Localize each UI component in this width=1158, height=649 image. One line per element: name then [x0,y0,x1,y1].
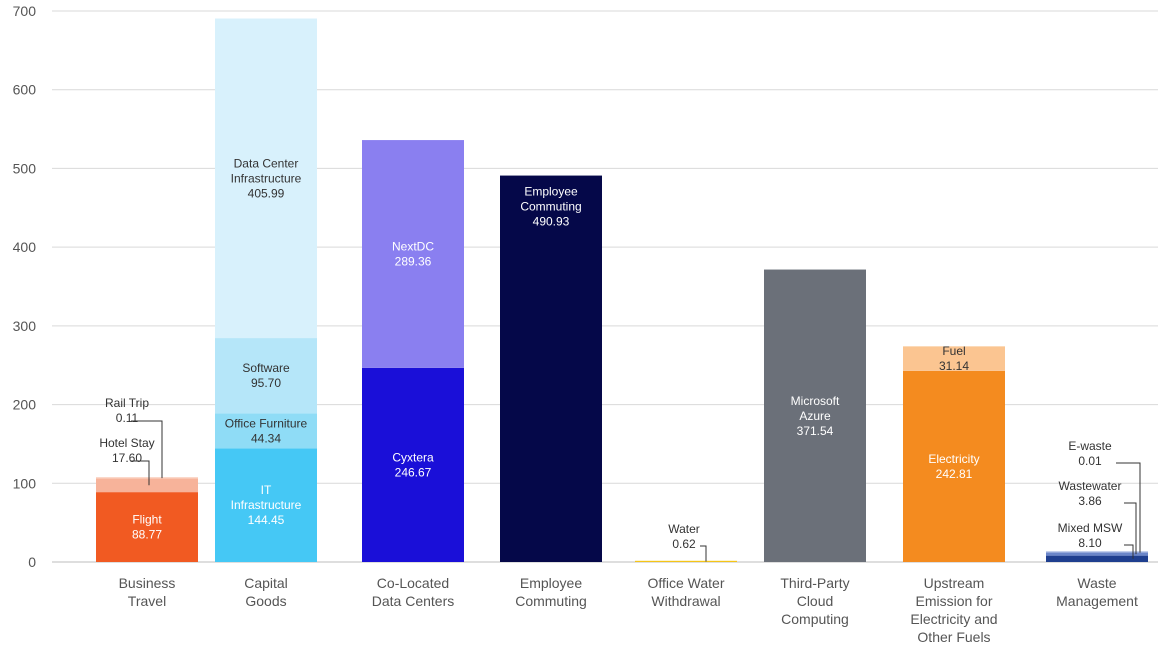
y-tick-label-0: 0 [28,554,36,570]
x-tick-label-employee-commuting: Employee Commuting [515,575,587,609]
callout-line-waste-management-mixed-msw [1124,544,1134,559]
data-label-waste-management-mixed-msw: Mixed MSW 8.10 [1058,521,1123,550]
data-label-waste-management-e-waste: E-waste 0.01 [1068,439,1112,468]
data-label-capital-goods-data-center-infrastructure: Data Center Infrastructure 405.99 [231,156,302,200]
bar-segment-waste-management-wastewater [1046,552,1148,556]
bar-segment-upstream-emission-for-electricity-and-other-fuels-electricity [903,370,1005,562]
bar-segment-upstream-emission-for-electricity-and-other-fuels-fuel [903,346,1005,371]
y-tick-label-300: 300 [13,318,37,334]
bar-segment-office-water-withdrawal-water [635,560,737,562]
callout-line-waste-management-wastewater [1124,502,1137,555]
bar-segment-waste-management-e-waste [1046,551,1148,553]
callout-line-office-water-withdrawal-water [700,545,707,562]
data-label-waste-management-wastewater: Wastewater 3.86 [1059,479,1122,508]
data-label-upstream-emission-for-electricity-and-other-fuels-fuel: Fuel 31.14 [939,344,969,373]
bar-segment-capital-goods-it-infrastructure [215,448,317,562]
data-label-business-travel-flight: Flight 88.77 [132,513,162,542]
bars [96,18,1148,562]
data-label-capital-goods-it-infrastructure: IT Infrastructure 144.45 [231,483,302,527]
bar-segment-employee-commuting-employee-commuting [500,175,602,562]
data-label-employee-commuting-employee-commuting: Employee Commuting 490.93 [520,185,581,229]
bar-segment-co-located-data-centers-cyxtera [362,367,464,562]
x-tick-label-business-travel: Business Travel [119,575,176,609]
y-tick-label-200: 200 [13,397,37,413]
y-tick-label-400: 400 [13,239,37,255]
callout-line-business-travel-rail-trip [131,420,163,479]
bar-segment-third-party-cloud-computing-microsoft-azure [764,269,866,562]
x-tick-label-office-water-withdrawal: Office Water Withdrawal [647,575,724,609]
y-axis: 0 100 200 300 400 500 600 700 [13,3,37,570]
data-label-co-located-data-centers-nextdc: NextDC 289.36 [392,239,434,268]
data-label-third-party-cloud-computing-microsoft-azure: Microsoft Azure 371.54 [791,394,840,438]
y-tick-label-500: 500 [13,160,37,176]
bar-segment-co-located-data-centers-nextdc [362,140,464,368]
y-tick-label-100: 100 [13,475,37,491]
data-label-capital-goods-software: Software 95.70 [242,361,290,390]
bar-segment-business-travel-flight [96,492,198,562]
y-tick-label-700: 700 [13,3,37,19]
x-tick-label-co-located-data-centers: Co-Located Data Centers [372,575,454,609]
x-tick-label-waste-management: Waste Management [1056,575,1138,609]
bar-segment-capital-goods-office-furniture [215,413,317,449]
bar-segment-capital-goods-data-center-infrastructure [215,18,317,339]
data-label-co-located-data-centers-cyxtera: Cyxtera 246.67 [392,450,434,479]
callout-line-waste-management-e-waste [1116,462,1141,553]
x-tick-label-capital-goods: Capital Goods [244,575,288,609]
bar-segment-capital-goods-software [215,338,317,414]
data-label-office-water-withdrawal-water: Water 0.62 [668,522,700,551]
callout-line-business-travel-hotel-stay [131,460,150,486]
bar-segment-waste-management-mixed-msw [1046,555,1148,562]
x-tick-label-upstream-emission-for-electricity-and-other-fuels: Upstream Emission for Electricity and Other… [910,575,997,645]
data-label-upstream-emission-for-electricity-and-other-fuels-electricity: Electricity 242.81 [928,452,979,481]
bar-segment-business-travel-hotel-stay [96,478,198,493]
y-tick-label-600: 600 [13,82,37,98]
bar-segment-business-travel-rail-trip [96,477,198,479]
x-tick-label-third-party-cloud-computing: Third-Party Cloud Computing [780,575,849,627]
data-label-capital-goods-office-furniture: Office Furniture 44.34 [225,416,308,445]
x-axis: Business Travel Capital Goods Co-Located Data… [119,575,1138,645]
